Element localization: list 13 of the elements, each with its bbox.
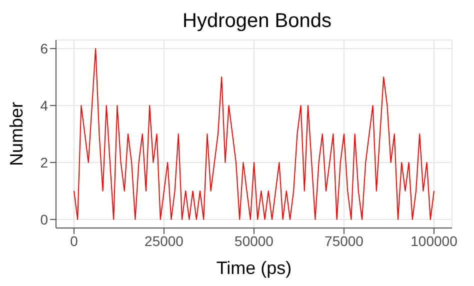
x-tick-label: 0 xyxy=(70,232,78,249)
y-tick-label: 4 xyxy=(40,97,48,114)
chart-title: Hydrogen Bonds xyxy=(182,9,332,34)
y-tick-label: 2 xyxy=(40,154,48,170)
y-tick-label: 6 xyxy=(40,40,48,57)
x-tick-label: 25000 xyxy=(144,232,184,249)
y-tick-label: 0 xyxy=(40,211,48,228)
x-tick-label: 50000 xyxy=(234,232,274,249)
line-series xyxy=(74,48,434,220)
x-axis-title: Time (ps) xyxy=(216,258,292,278)
x-tick-label: 100000 xyxy=(410,232,458,249)
y-axis-title: Number xyxy=(6,102,26,166)
x-tick-label: 75000 xyxy=(324,232,364,249)
